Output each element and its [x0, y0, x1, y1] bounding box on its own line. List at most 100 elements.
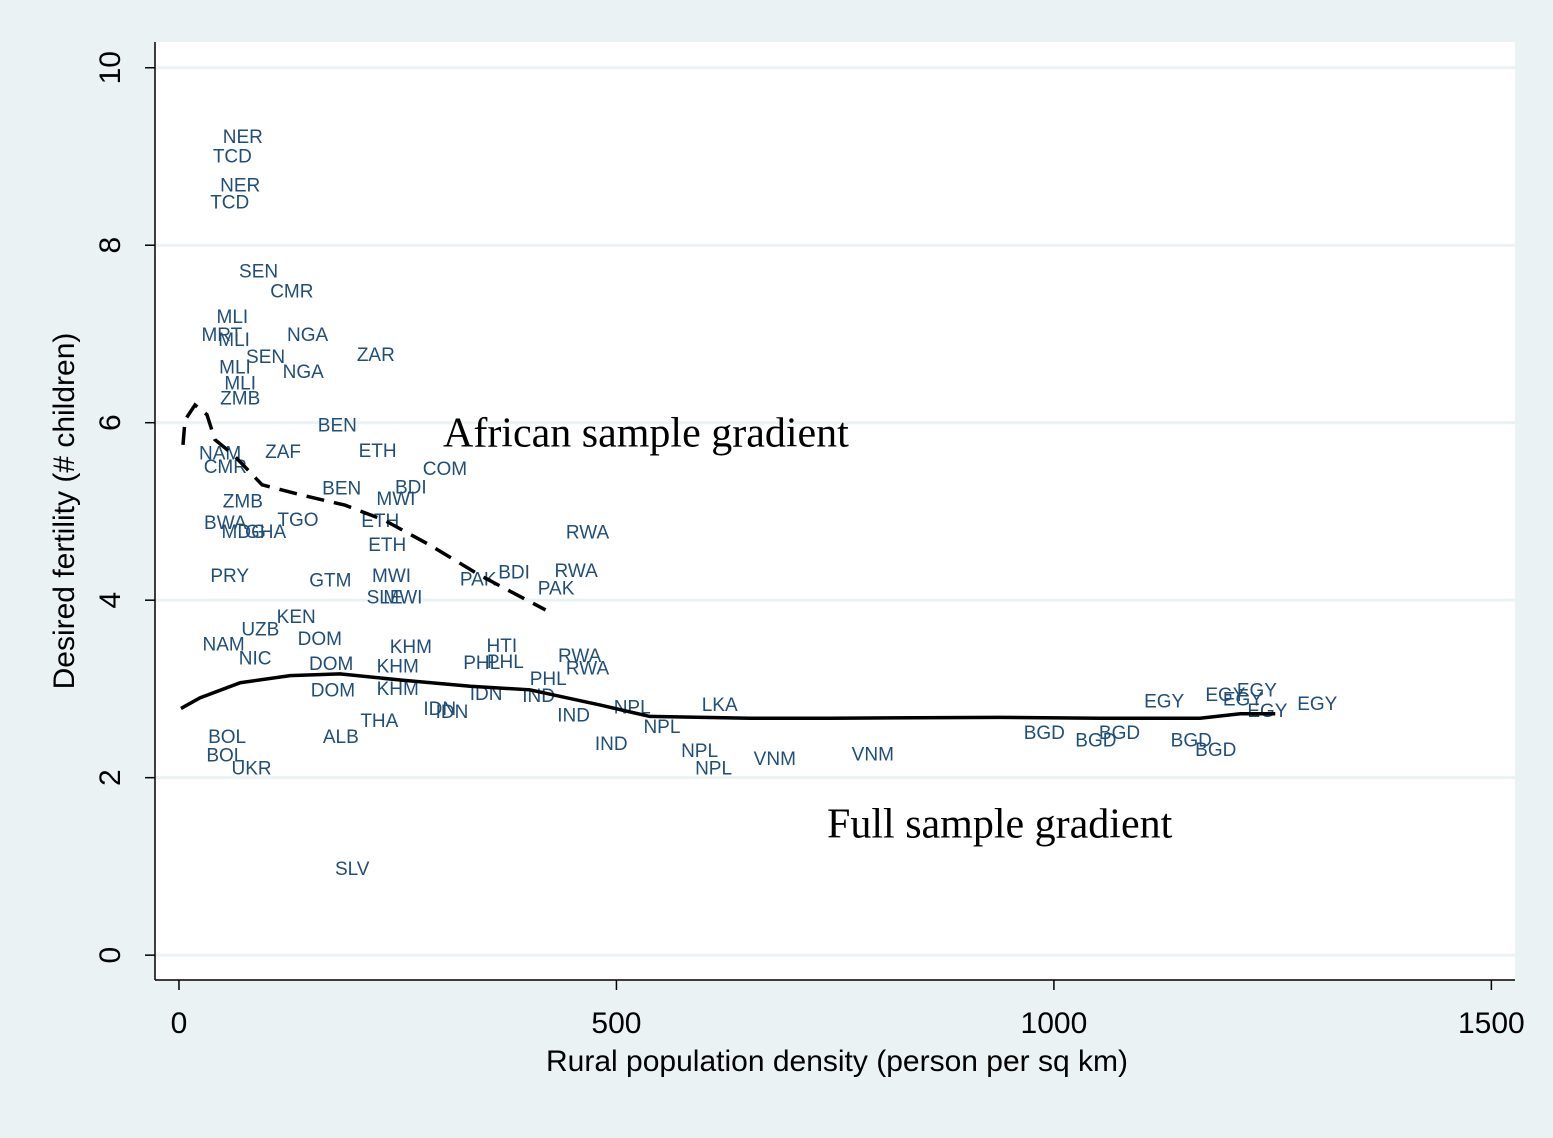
point-label: TCD: [213, 146, 252, 167]
point-label: BOL: [208, 727, 246, 748]
point-label: PRY: [210, 566, 249, 587]
point-label: EGY: [1247, 701, 1287, 722]
point-label: IND: [557, 705, 590, 726]
y-axis-title: Desired fertility (# children): [48, 333, 81, 690]
point-label: NPL: [643, 717, 680, 738]
point-label: DOM: [298, 629, 342, 650]
point-label: NER: [220, 176, 260, 197]
point-label: RWA: [555, 561, 599, 582]
fit-line: [181, 402, 547, 612]
point-label: NPL: [695, 759, 732, 780]
point-label: SLE: [367, 587, 403, 608]
y-tick-label: 4: [94, 592, 127, 609]
point-label: VNM: [852, 744, 894, 765]
point-label: KHM: [377, 657, 419, 678]
point-label: EGY: [1297, 694, 1337, 715]
point-label: MWI: [383, 587, 422, 608]
point-label: ETH: [359, 441, 397, 462]
point-label: MWI: [372, 566, 411, 587]
point-label: ETH: [368, 535, 406, 556]
point-label: PHL: [530, 669, 567, 690]
point-label: DOM: [309, 654, 353, 675]
point-label: IND: [595, 734, 628, 755]
point-label: SLV: [335, 859, 370, 880]
point-label: MLI: [218, 330, 250, 351]
point-label: KHM: [377, 679, 419, 700]
point-label: BGD: [1024, 723, 1065, 744]
point-label: MLI: [219, 358, 251, 379]
point-label: BGD: [1099, 723, 1140, 744]
y-tick-label: 6: [94, 414, 127, 431]
point-label: BDI: [498, 563, 530, 584]
point-label: GHA: [245, 522, 287, 543]
point-label: ZMB: [220, 389, 260, 410]
point-label: IDN: [423, 699, 456, 720]
point-label: TGO: [277, 510, 318, 531]
x-tick-label: 0: [171, 1007, 188, 1040]
point-label: NER: [223, 127, 263, 148]
plot-area: [155, 42, 1515, 980]
point-label: ZMB: [223, 492, 263, 513]
point-label: BWA: [204, 513, 247, 534]
point-label: RWA: [558, 646, 602, 667]
point-label: CMR: [204, 457, 247, 478]
point-label: SEN: [246, 347, 285, 368]
point-label: SEN: [239, 262, 278, 283]
point-label: COM: [423, 459, 467, 480]
point-label: PAK: [460, 570, 497, 591]
point-label: BEN: [322, 478, 361, 499]
point-label: DOM: [311, 681, 355, 702]
point-label: NIC: [239, 649, 272, 670]
point-label: MLI: [217, 307, 249, 328]
point-label: MRT: [201, 325, 242, 346]
point-label: ZAR: [357, 345, 395, 366]
point-label: CMR: [270, 281, 313, 302]
point-label: THA: [360, 711, 398, 732]
point-label: UKR: [232, 759, 272, 780]
point-label: MWI: [376, 489, 415, 510]
point-label: PAK: [538, 579, 575, 600]
point-label: BGD: [1171, 730, 1212, 751]
point-label: MDG: [222, 522, 266, 543]
x-tick-label: 1500: [1458, 1007, 1525, 1040]
point-label: RWA: [566, 523, 610, 544]
point-label: BGD: [1195, 740, 1236, 761]
fit-line: [180, 672, 1276, 720]
y-tick-label: 0: [94, 947, 127, 964]
point-label: NGA: [283, 362, 325, 383]
y-tick-label: 2: [94, 769, 127, 786]
annotation: Full sample gradient: [827, 802, 1173, 848]
point-label: KEN: [277, 607, 316, 628]
point-label: IDN: [436, 702, 469, 723]
point-label: VNM: [754, 749, 796, 770]
x-tick-label: 1000: [1021, 1007, 1088, 1040]
point-label: BOL: [206, 745, 244, 766]
point-label: KHM: [390, 637, 432, 658]
point-label: TCD: [210, 193, 249, 214]
point-label: ZAF: [265, 442, 301, 463]
x-axis-title: Rural population density (person per sq …: [546, 1045, 1128, 1078]
point-label: BGD: [1075, 730, 1116, 751]
point-label: NAM: [202, 634, 244, 655]
point-label: LKA: [702, 695, 738, 716]
point-label: ALB: [323, 727, 359, 748]
point-label: UZB: [241, 619, 279, 640]
y-tick-label: 10: [94, 51, 127, 84]
point-label: NAM: [199, 444, 241, 465]
point-label: PHL: [487, 652, 524, 673]
point-label: GTM: [309, 571, 351, 592]
point-label: BEN: [318, 415, 357, 436]
point-label: EGY: [1144, 691, 1184, 712]
point-label: NGA: [287, 325, 329, 346]
x-tick-label: 500: [591, 1007, 641, 1040]
point-label: HTI: [487, 636, 518, 657]
annotation: African sample gradient: [443, 411, 849, 457]
y-tick-label: 8: [94, 237, 127, 254]
point-label: EGY: [1237, 681, 1277, 702]
point-label: NPL: [681, 741, 718, 762]
point-label: PHL: [463, 653, 500, 674]
point-label: BDI: [395, 477, 427, 498]
point-label: EGY: [1205, 685, 1245, 706]
